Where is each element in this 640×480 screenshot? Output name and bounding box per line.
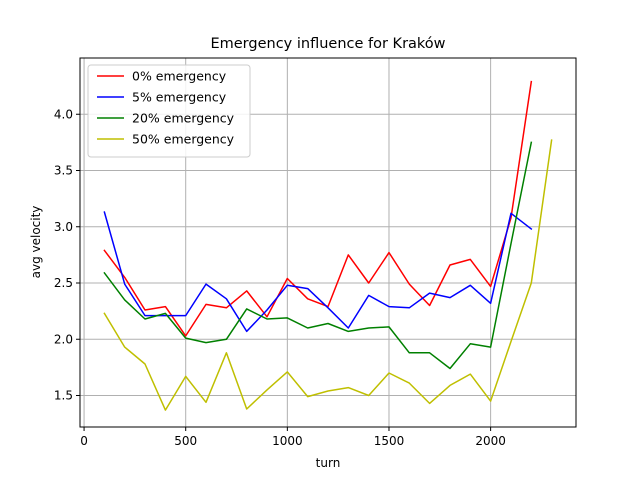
y-tick-label: 3.5	[54, 164, 73, 178]
y-tick-label: 2.5	[54, 276, 73, 290]
series-line-3	[103, 141, 533, 370]
chart-title: Emergency influence for Kraków	[210, 36, 445, 52]
plot-frame	[79, 57, 577, 428]
series-lines	[103, 80, 553, 411]
x-axis-label: turn	[316, 456, 341, 470]
series-line-1	[103, 80, 533, 337]
legend-label-4: 50% emergency	[132, 132, 235, 147]
x-tick-label: 1000	[272, 434, 303, 448]
x-tick-label: 1500	[374, 434, 405, 448]
legend-label-2: 5% emergency	[132, 90, 227, 105]
legend-box	[87, 64, 251, 158]
y-axis-label: avg velocity	[29, 206, 43, 279]
y-tick-label: 1.5	[54, 389, 73, 403]
grid-lines	[80, 58, 576, 427]
legend-label-3: 20% emergency	[132, 111, 235, 126]
x-tick-label: 0	[80, 434, 88, 448]
y-tick-label: 2.0	[54, 332, 73, 346]
series-line-2	[103, 211, 533, 333]
legend-label-1: 0% emergency	[132, 69, 227, 84]
y-tick-label: 3.0	[54, 220, 73, 234]
x-tick-label: 2000	[475, 434, 506, 448]
series-line-4	[103, 139, 553, 411]
x-tick-label: 500	[174, 434, 197, 448]
legend: 0% emergency 5% emergency 20% emergency 50%…	[87, 64, 251, 158]
y-tick-label: 4.0	[54, 107, 73, 121]
axis-ticks: 0 500 1000 1500 2000 1.5 2.0 2.5 3.0 3.5 4.0	[54, 107, 506, 448]
